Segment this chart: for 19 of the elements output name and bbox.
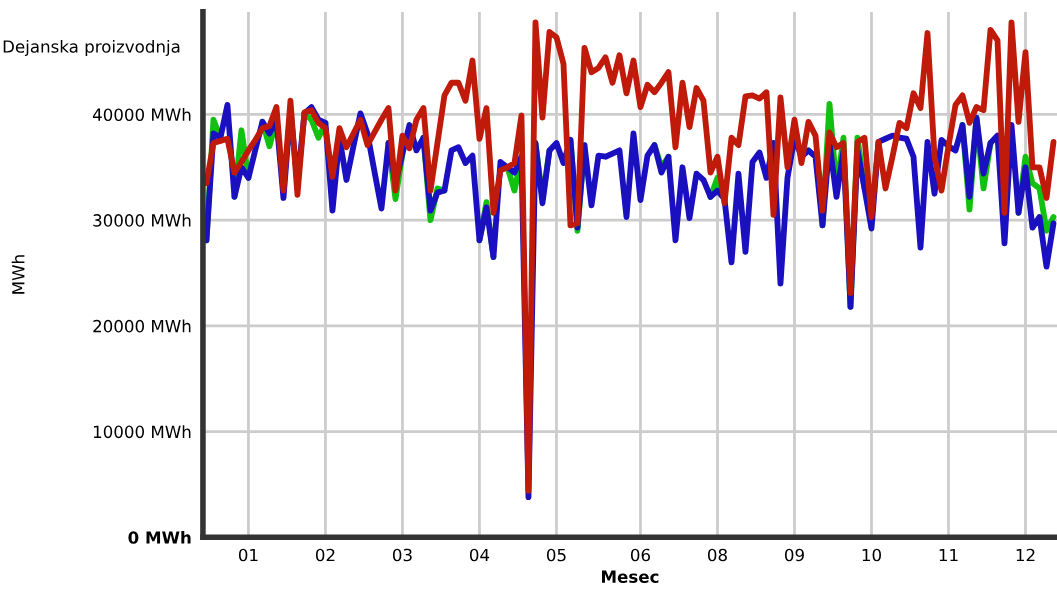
x-tick-label: 03 (392, 548, 412, 562)
text: Dejanska proizvodnja (3, 39, 180, 57)
y-axis-title: MWh (11, 255, 25, 294)
y-tick-label: 30000 MWh (93, 213, 191, 227)
x-tick-label: 11 (939, 548, 958, 562)
y-tick-label: 10000 MWh (93, 425, 191, 439)
x-tick-label: 09 (784, 548, 804, 562)
x-tick-label: 01 (238, 548, 258, 562)
y-tick-label: 20000 MWh (93, 319, 191, 333)
x-axis-title: Mesec (602, 570, 659, 583)
x-tick-label: 12 (1016, 548, 1035, 562)
y-tick-label: 40000 MWh (92, 108, 191, 122)
x-tick-label: 10 (862, 548, 881, 562)
x-tick-label: 08 (707, 548, 727, 562)
x-tick-label: 05 (546, 548, 566, 562)
y-tick-label: 0 MWh (128, 530, 191, 544)
x-tick-label: 04 (469, 548, 490, 562)
x-tick-label: 02 (315, 548, 335, 562)
x-tick-label: 06 (630, 548, 651, 562)
